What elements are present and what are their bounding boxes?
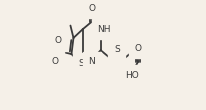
Text: O: O bbox=[55, 36, 62, 45]
Text: O: O bbox=[134, 44, 141, 53]
Text: S: S bbox=[78, 59, 83, 68]
Text: NH: NH bbox=[97, 25, 110, 34]
Text: O: O bbox=[88, 4, 95, 13]
Text: N: N bbox=[88, 57, 95, 66]
Text: S: S bbox=[114, 45, 119, 54]
Text: O: O bbox=[52, 57, 59, 66]
Text: HO: HO bbox=[124, 71, 138, 80]
